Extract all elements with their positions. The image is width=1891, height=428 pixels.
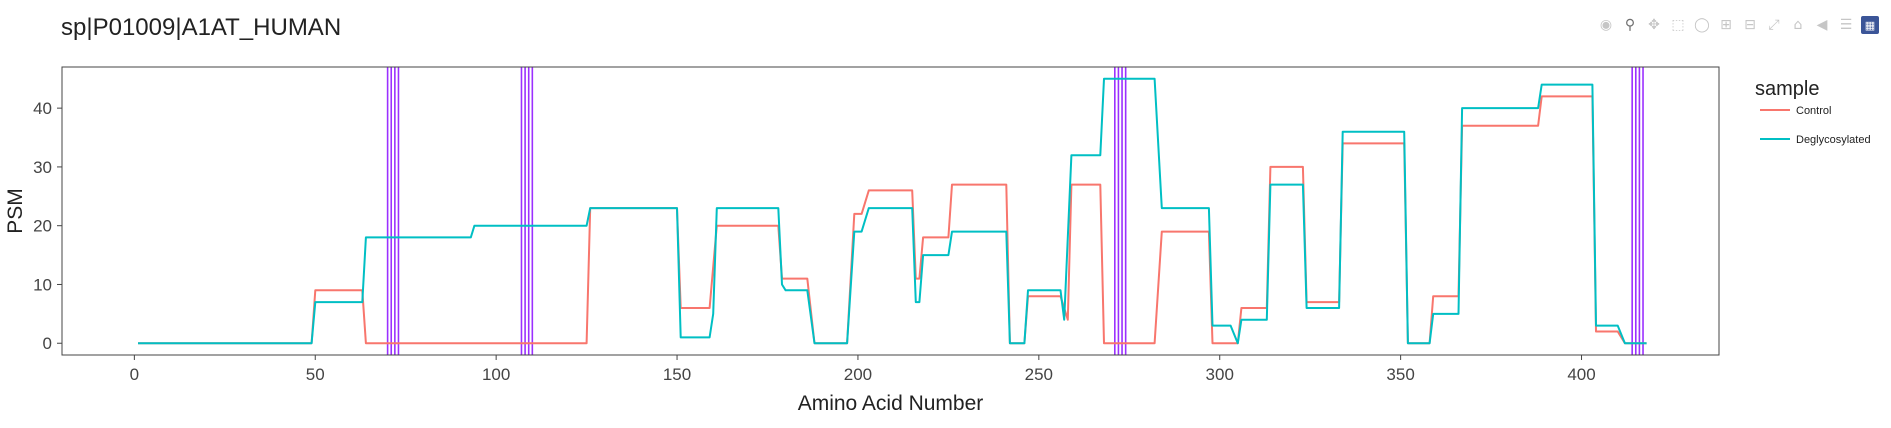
zoom-out-icon[interactable]: ⊟	[1744, 17, 1756, 33]
legend-title: sample	[1755, 78, 1819, 100]
x-axis-title: Amino Acid Number	[798, 392, 984, 415]
chart-title: sp|P01009|A1AT_HUMAN	[61, 14, 342, 41]
y-tick-label: 0	[43, 334, 52, 353]
x-tick-label: 200	[844, 365, 872, 384]
series-line-control	[138, 95, 1647, 345]
x-tick-label: 400	[1567, 365, 1595, 384]
y-axis-title: PSM	[4, 188, 27, 234]
vertical-markers	[386, 67, 1644, 355]
y-tick-label: 20	[33, 217, 52, 236]
y-axis: 0 10 20 30 40	[33, 99, 62, 353]
series-lines	[138, 77, 1647, 345]
y-tick-label: 10	[33, 275, 52, 294]
x-tick-label: 0	[130, 365, 139, 384]
legend-item-label: Deglycosylated	[1796, 134, 1871, 146]
box-select-icon[interactable]: ⬚	[1671, 17, 1685, 33]
x-tick-label: 100	[482, 365, 510, 384]
lasso-icon[interactable]: ◯	[1694, 17, 1710, 33]
plot-frame	[61, 66, 1720, 356]
x-tick-label: 250	[1025, 365, 1053, 384]
spike-lines-icon[interactable]: ◀	[1816, 17, 1828, 33]
reset-axes-icon[interactable]: ⌂	[1793, 17, 1803, 33]
autoscale-icon[interactable]: ⤢	[1768, 17, 1780, 33]
x-tick-label: 350	[1386, 365, 1414, 384]
x-axis: 0 50 100 150 200 250 300 350 400	[130, 355, 1596, 384]
x-tick-label: 50	[306, 365, 325, 384]
y-tick-label: 30	[33, 158, 52, 177]
x-tick-label: 150	[663, 365, 691, 384]
compare-hover-icon[interactable]: ☰	[1839, 17, 1853, 33]
plot-modebar: ◉ ⚲ ✥ ⬚ ◯ ⊞ ⊟ ⤢ ⌂ ◀ ☰ ▦	[1597, 16, 1879, 34]
legend[interactable]: sample Control Deglycosylated	[1755, 78, 1871, 146]
zoom-icon[interactable]: ⚲	[1624, 17, 1636, 33]
camera-icon[interactable]: ◉	[1599, 17, 1613, 33]
pan-icon[interactable]: ✥	[1648, 17, 1660, 33]
x-tick-label: 300	[1206, 365, 1234, 384]
y-tick-label: 40	[33, 99, 52, 118]
plotly-logo-icon[interactable]: ▦	[1861, 16, 1879, 34]
series-line-deglycosylated	[138, 77, 1647, 345]
legend-item-label: Control	[1796, 105, 1831, 117]
zoom-in-icon[interactable]: ⊞	[1720, 17, 1732, 33]
